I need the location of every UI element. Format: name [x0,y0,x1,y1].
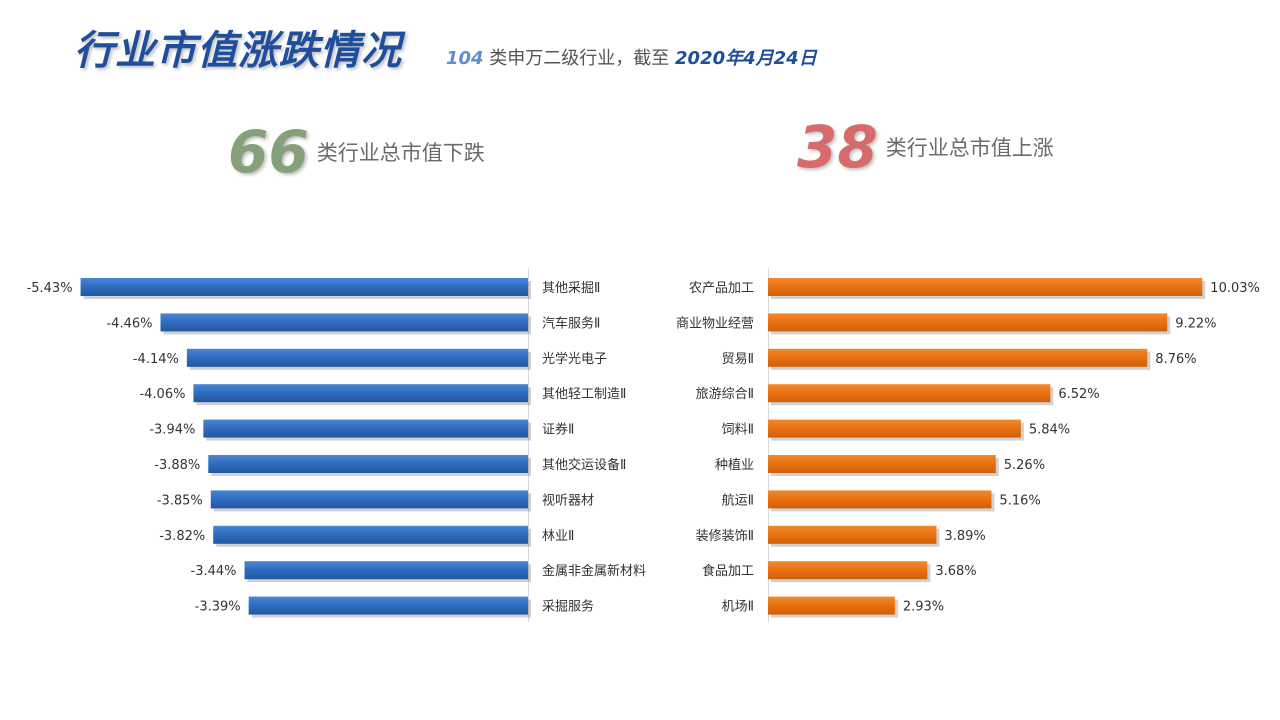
bar-6 [768,490,992,509]
category-label: 光学光电子 [542,351,607,367]
up-stat: 38 类行业总市值上涨 [797,113,1054,181]
bar-1 [160,313,528,332]
page-subtitle: 104 类申万二级行业，截至 2020年4月24日 [446,44,817,70]
category-label: 其他采掘Ⅱ [542,281,600,296]
bar-9 [768,596,895,615]
category-label: 商业物业经营 [676,316,754,331]
value-label: -4.14% [133,352,179,367]
industry-count: 104 [446,48,484,69]
bar-0 [80,278,529,296]
down-stat: 66 类行业总市值下跌 [228,118,485,186]
bar-2 [186,348,528,367]
down-text: 类行业总市值下跌 [316,141,485,165]
value-label: 10.03% [1210,281,1260,296]
value-label: 5.16% [999,493,1040,508]
value-label: 3.68% [935,564,976,579]
category-label: 饲料Ⅱ [722,423,754,438]
bar-1 [768,313,1168,332]
category-label: 贸易Ⅱ [722,352,754,367]
value-label: 3.89% [944,529,985,544]
value-label: -3.82% [159,529,205,544]
bar-8 [768,561,928,580]
value-label: -3.39% [195,600,241,615]
value-label: 6.52% [1058,387,1099,402]
subtitle-text: 类申万二级行业，截至 [483,48,676,69]
up-count: 38 [797,113,878,181]
bar-0 [768,278,1203,296]
subtitle-date: 2020年4月24日 [675,48,817,69]
bar-3 [768,384,1051,403]
bar-8 [244,561,528,580]
bar-6 [210,490,528,509]
value-label: 8.76% [1155,352,1196,367]
category-label: 采掘服务 [542,599,594,615]
category-label: 航运Ⅱ [722,492,754,508]
value-label: -3.88% [154,458,200,473]
value-label: -3.44% [191,564,237,579]
value-label: 5.26% [1004,458,1045,473]
up-text: 类行业总市值上涨 [885,136,1054,160]
category-label: 农产品加工 [689,281,754,296]
category-label: 汽车服务Ⅱ [542,315,600,331]
category-label: 林业Ⅱ [542,529,574,544]
category-label: 视听器材 [542,493,594,508]
bar-5 [208,455,528,473]
value-label: -5.43% [27,281,73,296]
category-label: 装修装饰Ⅱ [696,529,754,544]
category-label: 旅游综合Ⅱ [696,387,754,402]
bar-7 [213,525,528,544]
bar-7 [768,525,937,544]
category-label: 其他交运设备Ⅱ [542,457,626,473]
decline-chart: -5.43% 其他采掘Ⅱ -4.46% 汽车服务Ⅱ -4.14% 光学光电子 -4.06% 其… [27,268,646,622]
category-label: 金属非金属新材料 [542,563,646,579]
value-label: -3.94% [149,423,195,438]
category-label: 证券Ⅱ [542,422,574,438]
category-label: 机场Ⅱ [722,600,754,615]
rise-chart: 10.03% 农产品加工 9.22% 商业物业经营 8.76% 贸易Ⅱ 6.52% 旅游综合Ⅱ… [676,268,1260,622]
bar-2 [768,348,1148,367]
bar-5 [768,455,996,473]
value-label: 5.84% [1029,423,1070,438]
bar-9 [248,596,528,615]
value-label: 9.22% [1175,316,1216,331]
bar-4 [203,419,528,438]
value-label: -4.06% [139,387,185,402]
category-label: 其他轻工制造Ⅱ [542,387,626,402]
bar-4 [768,419,1021,438]
value-label: -3.85% [157,493,203,508]
value-label: -4.46% [106,316,152,331]
category-label: 种植业 [715,458,754,473]
down-count: 66 [228,118,309,186]
value-label: 2.93% [903,600,944,615]
page-title: 行业市值涨跌情况 [74,28,402,74]
category-label: 食品加工 [702,563,754,579]
bar-3 [193,384,528,403]
